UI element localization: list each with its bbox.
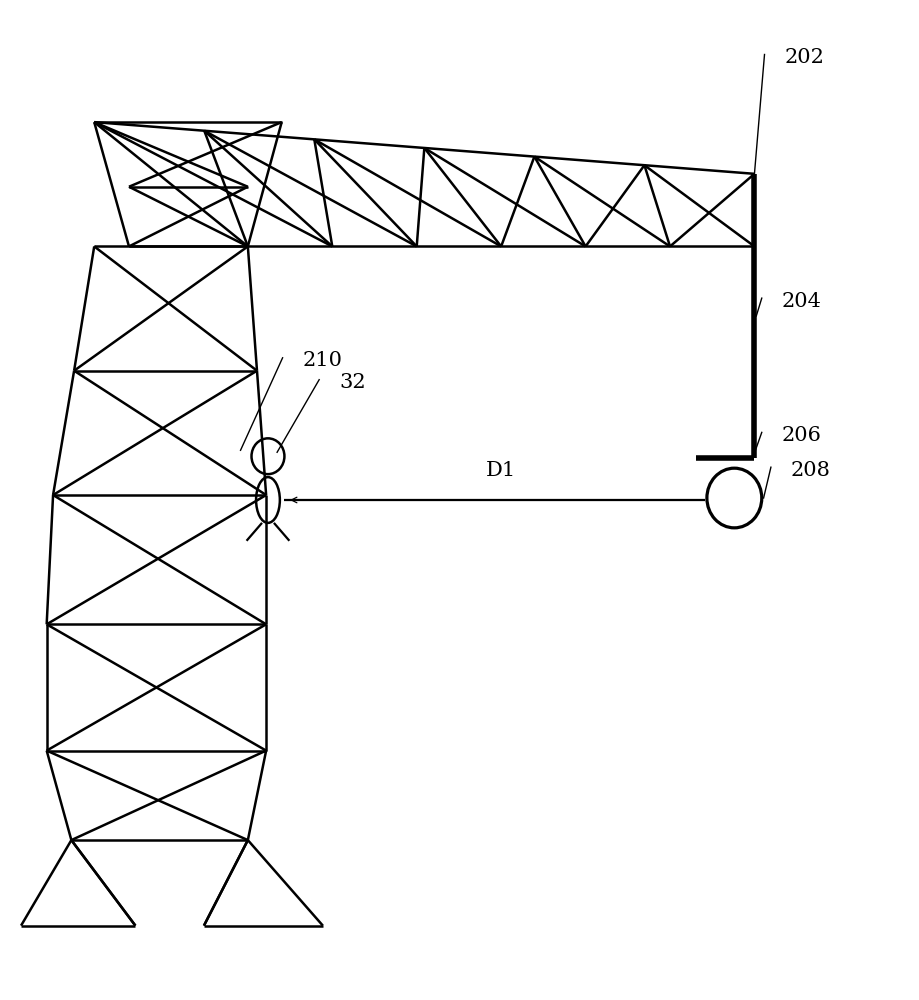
Text: 202: 202 xyxy=(784,48,823,67)
Text: 204: 204 xyxy=(781,292,821,311)
Text: 32: 32 xyxy=(339,373,366,392)
Text: 206: 206 xyxy=(781,426,821,445)
Text: 210: 210 xyxy=(302,351,343,370)
Text: D1: D1 xyxy=(485,461,516,480)
Text: 208: 208 xyxy=(790,461,830,480)
